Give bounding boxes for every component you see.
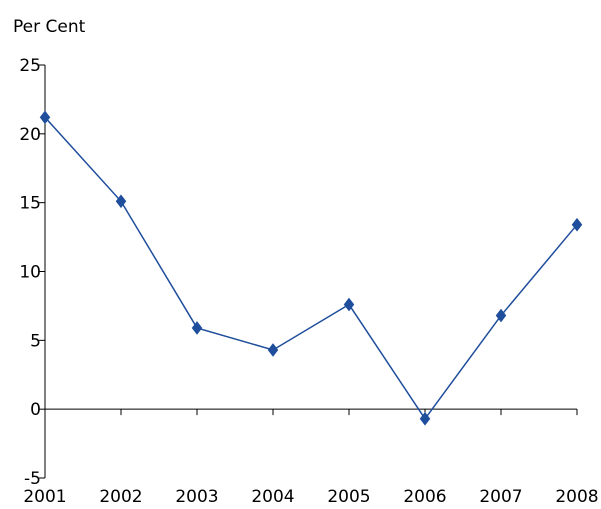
y-tick-label: 10	[19, 263, 41, 283]
y-tick-label: 20	[19, 125, 41, 145]
data-point-2001	[39, 110, 51, 125]
y-axis-label: Per Cent	[13, 17, 86, 37]
x-tick-label: 2006	[403, 487, 446, 507]
x-tick-label: 2001	[23, 487, 66, 507]
axes	[44, 65, 577, 478]
data-point-2006	[419, 411, 431, 426]
data-point-2002	[115, 194, 127, 209]
x-tick-label: 2005	[327, 487, 370, 507]
y-ticks: -5 0 5 10 15 20 25	[19, 56, 45, 489]
data-point-2007	[495, 308, 507, 323]
series-group	[39, 110, 583, 426]
data-point-2003	[191, 321, 203, 335]
x-ticks: 2001 2002 2003 2004 2005 2006 2007 2008	[23, 409, 599, 507]
data-point-2008	[571, 217, 583, 232]
y-tick-label: 25	[19, 56, 41, 76]
data-point-2004	[267, 343, 279, 357]
y-tick-label: -5	[24, 469, 41, 489]
y-tick-label: 5	[30, 331, 41, 351]
y-tick-label: 15	[19, 194, 41, 214]
x-tick-label: 2007	[479, 487, 522, 507]
x-tick-label: 2008	[555, 487, 598, 507]
y-tick-label: 0	[30, 400, 41, 420]
data-point-2005	[343, 297, 355, 312]
x-tick-label: 2004	[251, 487, 294, 507]
series-line	[44, 116, 578, 421]
x-tick-label: 2002	[99, 487, 142, 507]
x-tick-label: 2003	[175, 487, 218, 507]
